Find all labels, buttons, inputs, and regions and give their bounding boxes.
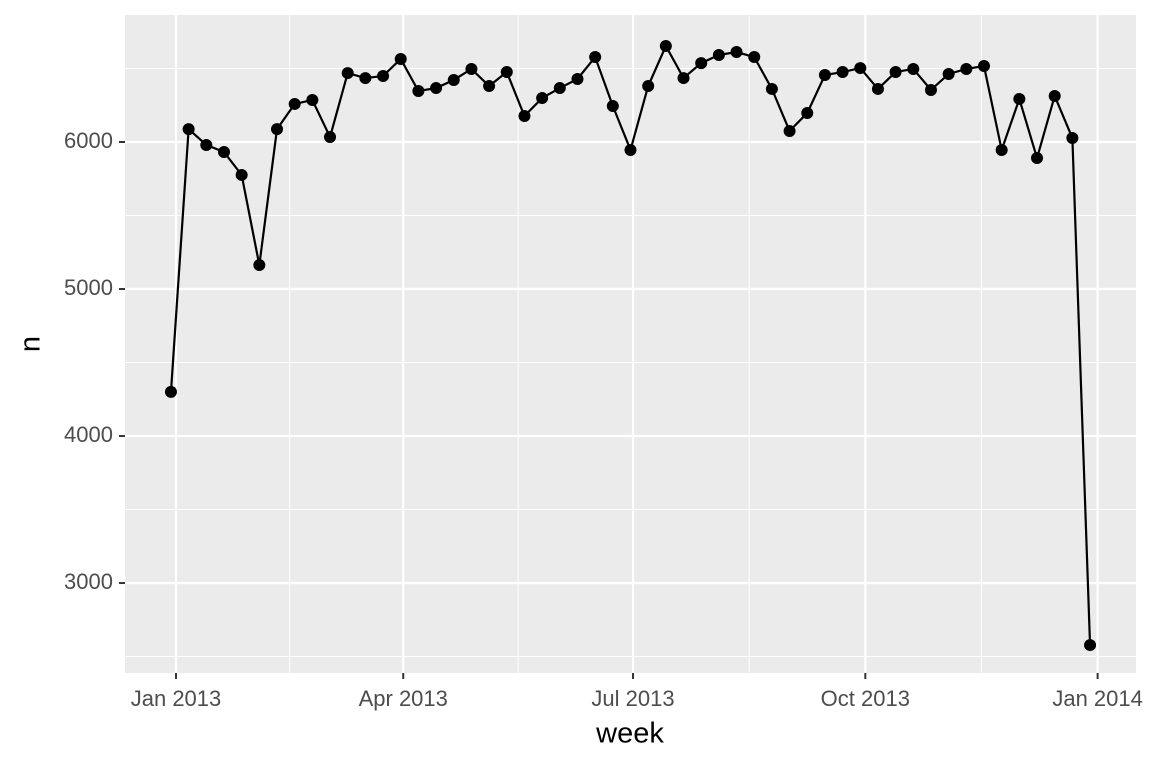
point [341,67,354,80]
point [977,60,990,73]
point [377,70,390,83]
point [324,131,337,144]
point [995,143,1008,156]
point [712,48,725,61]
point [677,72,690,85]
point [536,92,549,105]
point [1013,92,1026,105]
panel [125,15,1136,673]
point [500,66,513,79]
point [253,259,266,272]
point [571,72,584,85]
point [854,62,867,75]
point [447,73,460,86]
point [606,99,619,112]
point [518,109,531,122]
point [836,66,849,79]
point [907,62,920,75]
point [659,40,672,53]
point [642,80,655,93]
point [235,168,248,181]
point [412,85,425,98]
point [483,80,496,93]
point [783,124,796,137]
point [801,107,814,120]
point [430,82,443,95]
point [1031,152,1044,165]
point [960,62,973,75]
point [1084,639,1097,652]
y-tick-label: 6000 [64,128,113,153]
x-tick-label: Oct 2013 [821,686,910,711]
point [589,51,602,64]
y-axis-title: n [15,336,47,352]
point [924,83,937,96]
x-tick-label: Jan 2014 [1052,686,1143,711]
point [818,68,831,81]
y-tick-label: 3000 [64,569,113,594]
point [695,57,708,70]
point [553,82,566,95]
point [1066,132,1079,145]
x-axis-title: week [595,718,664,750]
point [394,52,407,65]
point [624,143,637,156]
point [942,67,955,80]
point [164,385,177,398]
point [288,97,301,110]
x-tick-label: Apr 2013 [359,686,448,711]
point [765,82,778,95]
y-tick-label: 4000 [64,422,113,447]
point [182,123,195,136]
point [306,93,319,106]
point [200,138,213,151]
point [217,146,230,159]
point [359,72,372,85]
y-tick-label: 5000 [64,275,113,300]
point [871,82,884,95]
x-tick-label: Jul 2013 [591,686,674,711]
point [465,62,478,75]
point [730,46,743,59]
point [748,51,761,64]
x-tick-label: Jan 2013 [131,686,222,711]
point [1048,90,1061,103]
point [271,123,284,136]
point [889,66,902,79]
